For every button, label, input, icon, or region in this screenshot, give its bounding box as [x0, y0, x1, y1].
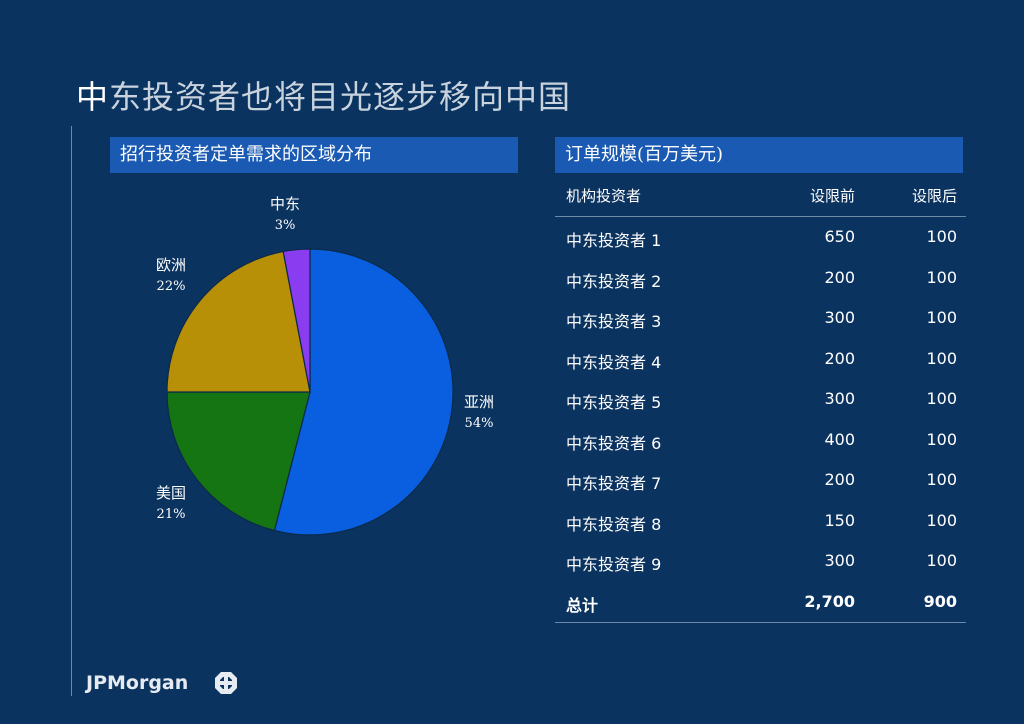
- investor-name: 中东投资者 6: [566, 433, 662, 453]
- table-row: 中东投资者 3 300 100: [555, 298, 966, 339]
- value-before: 150: [824, 510, 855, 530]
- table-row: 中东投资者 2 200 100: [555, 258, 966, 299]
- total-label: 总计: [566, 595, 599, 615]
- table-header-row: 机构投资者 设限前 设限后: [555, 176, 966, 217]
- value-after: 100: [926, 429, 957, 449]
- value-before: 300: [824, 389, 855, 408]
- investor-name: 中东投资者 9: [566, 555, 662, 574]
- investor-name: 中东投资者 4: [566, 352, 662, 372]
- pie-slice-2: [166, 250, 311, 393]
- divider-line: [71, 126, 72, 696]
- pie-panel-header: 招行投资者定单需求的区域分布: [110, 137, 518, 173]
- table-total-row: 总计 2,700 900: [555, 582, 966, 623]
- pie-label-middle-east-name: 中东: [269, 195, 300, 213]
- value-after: 100: [926, 551, 957, 570]
- total-before: 2,700: [804, 591, 855, 611]
- value-before: 300: [824, 308, 855, 327]
- table-row: 中东投资者 6 400 100: [555, 420, 966, 461]
- title-rest: 东投资者也将目光逐步移向中国: [109, 78, 572, 116]
- pie-label-asia-name: 亚洲: [463, 393, 494, 411]
- table-row: 中东投资者 1 650 100: [555, 217, 966, 258]
- value-after: 100: [926, 227, 957, 246]
- table-row: 中东投资者 8 150 100: [555, 501, 966, 542]
- value-before: 650: [824, 227, 855, 246]
- title-first-char: 中: [76, 78, 110, 116]
- pie-slice-0: [273, 248, 454, 536]
- order-size-table: 机构投资者 设限前 设限后 中东投资者 1 650 100 中东投资者 2 200 100…: [555, 176, 966, 623]
- value-before: 400: [824, 429, 855, 449]
- column-header-before: 设限前: [809, 187, 855, 205]
- investor-name: 中东投资者 7: [566, 474, 662, 493]
- value-before: 200: [824, 470, 855, 489]
- table-row: 中东投资者 4 200 100: [555, 339, 966, 380]
- table-row: 中东投资者 9 300 100: [555, 541, 966, 582]
- pie-label-europe: 欧洲 22%: [141, 254, 201, 298]
- pie-label-europe-pct: 22%: [156, 279, 186, 294]
- pie-slice-3: [282, 248, 311, 393]
- value-after: 100: [926, 267, 957, 287]
- investor-name: 中东投资者 1: [566, 231, 662, 250]
- investor-name: 中东投资者 8: [566, 514, 662, 534]
- value-before: 200: [824, 348, 855, 368]
- pie-label-usa-pct: 21%: [156, 507, 186, 522]
- value-after: 100: [926, 308, 957, 327]
- pie-label-middle-east: 中东 3%: [255, 193, 315, 237]
- value-after: 100: [926, 470, 957, 489]
- pie-label-asia-pct: 54%: [464, 416, 494, 431]
- jpmorgan-octagon-icon: [215, 672, 237, 694]
- table-panel-header: 订单规模(百万美元): [555, 137, 963, 173]
- pie-label-middle-east-pct: 3%: [274, 218, 296, 233]
- region-pie-chart: [166, 248, 454, 536]
- value-before: 300: [824, 551, 855, 570]
- investor-name: 中东投资者 3: [566, 312, 662, 331]
- investor-name: 中东投资者 2: [566, 271, 662, 291]
- pie-label-usa: 美国 21%: [141, 482, 201, 526]
- column-header-investor: 机构投资者: [566, 187, 642, 205]
- pie-slice-1: [166, 391, 311, 532]
- value-after: 100: [926, 389, 957, 408]
- value-after: 100: [926, 510, 957, 530]
- value-before: 200: [824, 267, 855, 287]
- total-after: 900: [923, 591, 957, 611]
- value-after: 100: [926, 348, 957, 368]
- table-body: 中东投资者 1 650 100 中东投资者 2 200 100 中东投资者 3 300 100 中…: [555, 217, 966, 582]
- table-row: 中东投资者 5 300 100: [555, 379, 966, 420]
- page-title: 中东投资者也将目光逐步移向中国: [76, 72, 571, 118]
- investor-name: 中东投资者 5: [566, 393, 662, 412]
- column-header-after: 设限后: [911, 187, 957, 205]
- pie-label-usa-name: 美国: [155, 484, 186, 502]
- table-row: 中东投资者 7 200 100: [555, 460, 966, 501]
- jpmorgan-logo-text: JPMorgan: [86, 672, 189, 694]
- pie-label-europe-name: 欧洲: [155, 256, 186, 274]
- pie-label-asia: 亚洲 54%: [449, 391, 509, 435]
